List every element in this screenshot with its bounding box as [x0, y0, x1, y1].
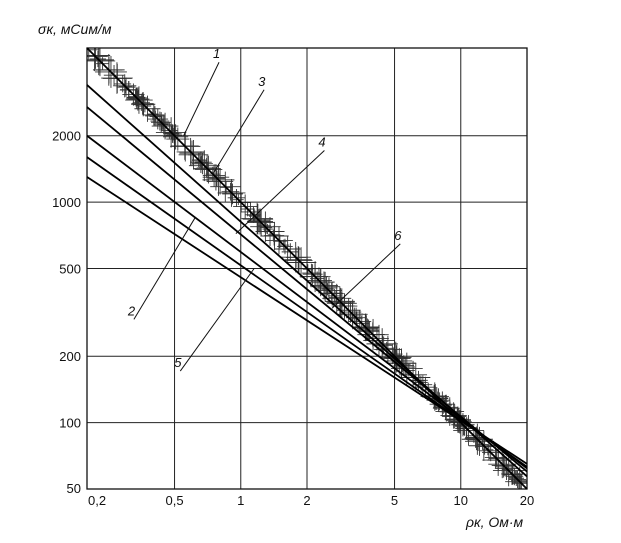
curve-label-leader [331, 243, 401, 309]
curve-label-6: 6 [394, 228, 402, 243]
curve-label-leader [212, 89, 265, 174]
curve-label-4: 4 [318, 135, 325, 150]
x-tick-label: 1 [237, 493, 244, 508]
curve-label-2: 2 [127, 303, 136, 318]
y-tick-label: 500 [59, 262, 81, 277]
x-tick-label: 20 [520, 493, 534, 508]
x-tick-label: 2 [303, 493, 310, 508]
curve-labels: 1 3 4 2 5 6 [127, 46, 402, 372]
series-line-4 [86, 135, 528, 470]
curve-label-3: 3 [258, 74, 266, 89]
y-tick-label: 100 [59, 416, 81, 431]
series-line-5 [86, 156, 528, 468]
x-axis-label: ρк, Ом·м [465, 514, 524, 530]
series-line-6 [86, 106, 528, 473]
curve-label-leader [183, 62, 220, 136]
x-tick-label: 0,5 [166, 493, 184, 508]
plot-frame [86, 47, 528, 490]
curve-label-leader [133, 217, 196, 320]
x-tick-label: 0,2 [88, 493, 106, 508]
x-tick-label: 10 [454, 493, 468, 508]
y-tick-label: 200 [59, 349, 81, 364]
x-tick-label: 5 [391, 493, 398, 508]
curve-label-leader [179, 268, 255, 372]
y-tick-label: 50 [67, 481, 81, 496]
curve-label-leader [235, 150, 325, 234]
y-tick-label: 1000 [52, 195, 81, 210]
curve-label-1: 1 [213, 46, 220, 61]
y-tick-labels: 50 100 200 500 1000 2000 [52, 129, 81, 496]
y-axis-label: σк, мСим/м [38, 21, 112, 37]
x-tick-labels: 0,2 0,5 1 2 5 10 20 [88, 493, 534, 508]
curve-label-5: 5 [174, 355, 182, 370]
series-group [86, 47, 528, 490]
y-tick-label: 2000 [52, 129, 81, 144]
